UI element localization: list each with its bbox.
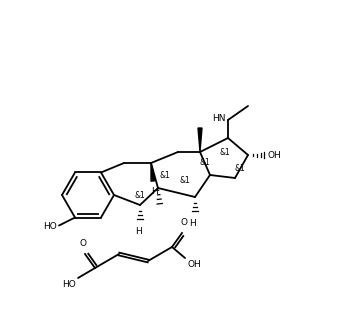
- Text: H: H: [135, 227, 141, 236]
- Text: HO: HO: [62, 280, 76, 289]
- Text: &1: &1: [135, 191, 145, 200]
- Text: &1: &1: [235, 163, 245, 172]
- Text: O: O: [180, 218, 187, 227]
- Polygon shape: [151, 163, 155, 181]
- Text: &1: &1: [160, 171, 170, 180]
- Text: HO: HO: [43, 222, 57, 231]
- Text: &1: &1: [220, 147, 230, 156]
- Text: O: O: [79, 239, 86, 248]
- Text: &1: &1: [180, 176, 191, 184]
- Text: OH: OH: [187, 260, 201, 269]
- Text: &1: &1: [200, 158, 210, 167]
- Text: H: H: [189, 219, 196, 228]
- Text: H: H: [151, 187, 158, 196]
- Text: HN: HN: [212, 113, 226, 122]
- Text: OH: OH: [268, 150, 282, 159]
- Polygon shape: [198, 128, 202, 152]
